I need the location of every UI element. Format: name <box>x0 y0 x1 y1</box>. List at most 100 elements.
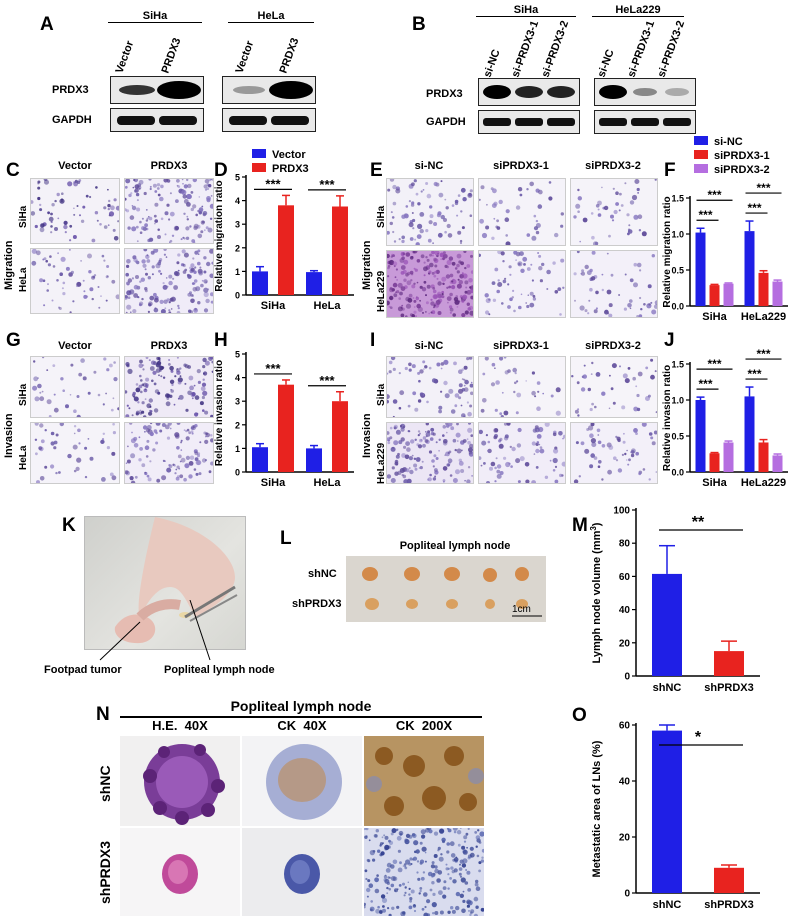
cell-dot <box>206 198 211 203</box>
cell-dot <box>454 299 460 305</box>
cell-dot <box>465 286 468 289</box>
cell-dot <box>451 285 456 290</box>
cell-dot <box>573 215 577 219</box>
cell-dot <box>406 447 411 452</box>
cell-dot <box>531 235 537 241</box>
cell-dot <box>375 829 379 833</box>
cell-dot <box>466 357 470 361</box>
cell-dot <box>193 270 197 274</box>
cell-dot <box>80 358 85 363</box>
lane-label: si-NC <box>596 48 617 79</box>
cell-dot <box>415 192 419 196</box>
cell-dot <box>135 387 141 393</box>
cell-dot <box>573 272 577 276</box>
panel-k-annotation-lines <box>99 600 211 661</box>
y-axis-label: Relative migration ratio <box>214 180 225 291</box>
cell-dot <box>420 876 425 881</box>
cell-dot <box>115 294 121 300</box>
cell-dot <box>180 439 183 442</box>
cell-dot <box>475 905 479 909</box>
cell-dot <box>431 378 437 383</box>
cell-dot <box>392 254 395 257</box>
cell-dot <box>426 193 432 199</box>
cell-dot <box>554 232 559 238</box>
cell-dot <box>475 879 479 884</box>
cell-dot <box>59 272 63 276</box>
cell-dot <box>170 369 174 373</box>
cell-dot <box>390 446 396 452</box>
cell-dot <box>187 365 191 369</box>
micrograph <box>385 421 474 485</box>
cell-dot <box>69 249 71 251</box>
cell-dot <box>450 426 455 431</box>
cell-dot <box>194 266 197 269</box>
cell-dot <box>590 373 593 375</box>
cell-dot <box>517 427 522 433</box>
cell-dot <box>151 360 156 365</box>
cell-dot <box>538 189 543 195</box>
cell-dot <box>208 177 212 182</box>
cell-dot <box>526 304 530 309</box>
cell-dot <box>412 856 418 861</box>
cell-dot <box>654 178 657 181</box>
cell-dot <box>555 410 561 416</box>
cell-dot <box>39 278 44 283</box>
cell-dot <box>635 432 638 435</box>
cell-dot <box>72 235 77 239</box>
cell-dot <box>480 859 485 863</box>
lymph-node-illustration <box>362 567 542 617</box>
cell-dot <box>504 217 510 222</box>
cell-dot <box>623 432 625 435</box>
cell-dot <box>197 301 201 305</box>
cell-dot <box>463 840 467 843</box>
row-label: HeLa229 <box>376 270 387 312</box>
cell-dot <box>392 184 397 190</box>
y-tick-label: 1.0 <box>671 396 684 406</box>
cell-dot <box>193 279 198 283</box>
cell-dot <box>133 177 139 183</box>
cell-dot <box>429 214 434 219</box>
cell-dot <box>464 479 466 482</box>
cell-dot <box>160 272 163 275</box>
cell-dot <box>460 187 466 193</box>
cell-dot <box>403 894 406 897</box>
cell-dot <box>73 409 77 413</box>
cell-dot <box>398 297 401 300</box>
cell-dot <box>484 293 489 298</box>
cell-dot <box>198 472 202 476</box>
micrograph <box>384 355 474 418</box>
cell-dot <box>485 434 488 437</box>
cell-dot <box>176 446 180 450</box>
cell-dot <box>537 204 543 209</box>
cell-dot <box>389 287 393 290</box>
cell-dot <box>463 384 466 387</box>
cell-dot <box>468 305 474 311</box>
cell-dot <box>138 187 141 190</box>
cell-dot <box>647 394 651 398</box>
y-axis-label: Metastatic area of LNs (%) <box>591 740 603 877</box>
cell-dot <box>504 434 509 439</box>
cell-dot <box>444 198 447 201</box>
cell-dot <box>575 441 579 445</box>
cell-dot <box>60 256 66 262</box>
cell-dot <box>548 196 553 201</box>
cell-dot <box>84 446 88 450</box>
cell-dot <box>106 368 110 372</box>
cell-dot <box>409 256 414 260</box>
cell-dot <box>195 213 198 217</box>
cell-dot <box>535 466 539 469</box>
cell-dot <box>627 232 630 236</box>
micrograph <box>123 247 215 315</box>
cell-dot <box>597 434 600 436</box>
cell-dot <box>598 460 602 464</box>
cell-dot <box>143 388 148 393</box>
y-tick-label: 2 <box>235 420 240 430</box>
legend-label: siPRDX3-2 <box>714 164 770 176</box>
cell-dot <box>366 887 371 893</box>
cell-dot <box>537 252 540 254</box>
cell-dot <box>133 293 138 298</box>
cell-dot <box>160 217 164 221</box>
cell-dot <box>408 362 412 367</box>
